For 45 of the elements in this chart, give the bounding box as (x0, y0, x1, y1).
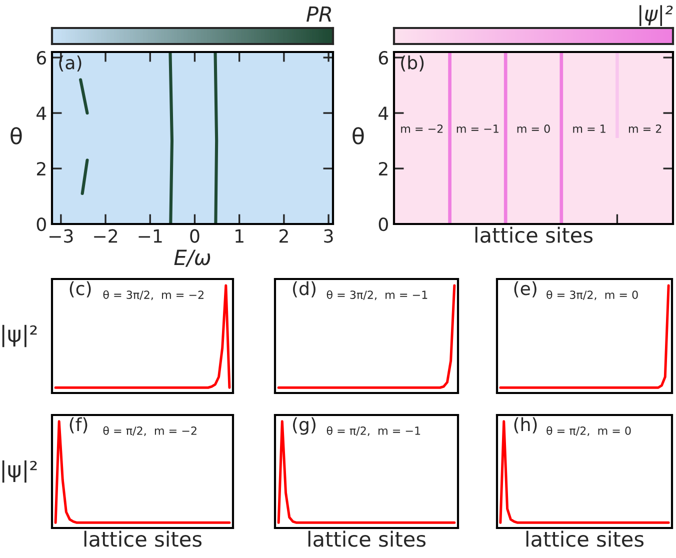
annotation: θ = 3π/2, m = −1 (326, 290, 428, 300)
annotation: θ = 3π/2, m = −2 (103, 290, 204, 300)
annotation: (d) (293, 281, 316, 298)
annotation: m = −1 (456, 124, 498, 133)
x-tick-label: 1 (236, 229, 244, 243)
annotation: (f) (70, 417, 88, 434)
y-axis-title: |ψ|² (2, 324, 37, 348)
annotation: m = 2 (628, 124, 662, 133)
color-bar-title: PR (306, 6, 332, 22)
annotation: (g) (293, 417, 316, 435)
y-tick-label: 0 (36, 217, 46, 232)
annotation: θ = 3π/2, m = 0 (546, 290, 638, 300)
y-axis-title: θ (10, 127, 22, 144)
x-axis-title: lattice sites (308, 530, 426, 547)
y-tick-label: 4 (378, 106, 388, 120)
x-axis-title: lattice sites (526, 530, 644, 547)
annotation: (a) (59, 55, 82, 72)
x-tick-label: 3 (324, 229, 333, 243)
x-tick-label: 0 (190, 229, 200, 243)
annotation: m = 0 (517, 124, 550, 133)
y-tick-label: 6 (36, 51, 46, 65)
x-tick-label: −1 (138, 229, 162, 243)
annotation: m = 1 (573, 124, 606, 133)
annotation: (h) (514, 417, 537, 434)
y-axis-title: |ψ|² (2, 460, 37, 483)
y-tick-label: 6 (378, 51, 388, 65)
y-tick-label: 0 (378, 217, 388, 232)
annotation: (c) (70, 281, 91, 298)
y-axis-title: θ (352, 127, 364, 144)
annotation: m = −2 (401, 124, 443, 133)
x-axis-title: lattice sites (475, 226, 593, 243)
x-axis-title: E/ω (174, 250, 210, 267)
x-tick-label: −3 (50, 229, 73, 243)
annotation: (e) (514, 281, 536, 298)
color-bar-title: |ψ|² (640, 5, 673, 26)
annotation: θ = π/2, m = −2 (103, 426, 196, 436)
y-tick-label: 4 (36, 106, 46, 120)
x-axis-title: lattice sites (84, 530, 202, 547)
y-tick-label: 2 (378, 162, 388, 176)
x-tick-label: −2 (94, 229, 118, 243)
annotation: θ = π/2, m = 0 (546, 426, 631, 436)
annotation: (b) (401, 55, 424, 72)
y-tick-label: 2 (36, 162, 46, 176)
x-tick-label: 2 (280, 229, 288, 243)
annotation: θ = π/2, m = −1 (326, 426, 420, 436)
